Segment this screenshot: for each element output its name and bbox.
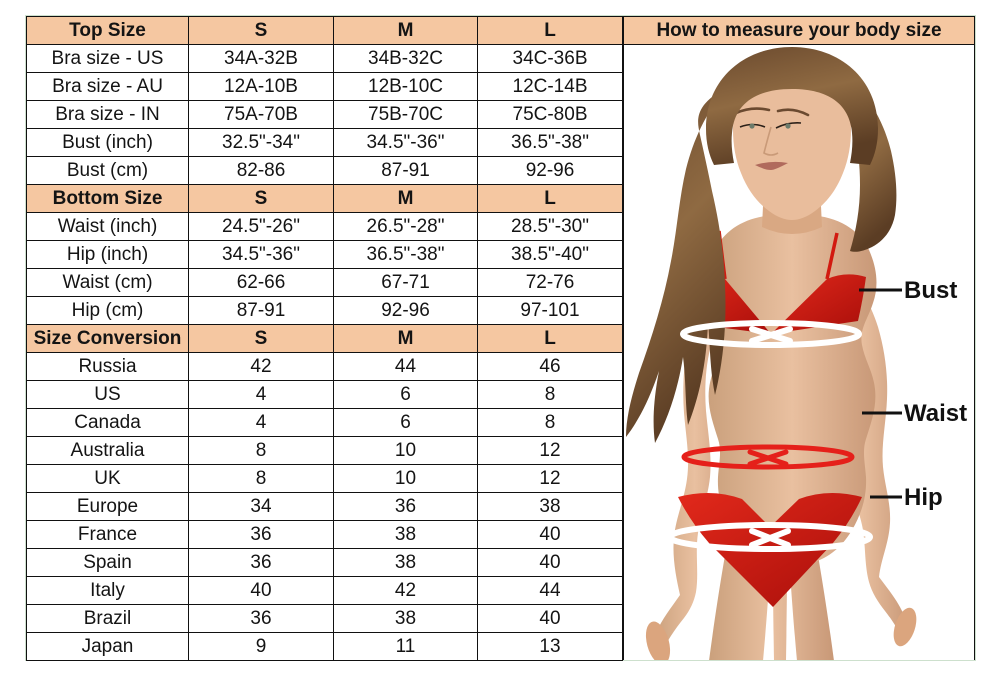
svg-text:Waist: Waist bbox=[904, 400, 967, 427]
svg-text:Hip: Hip bbox=[904, 484, 943, 511]
svg-text:Bust: Bust bbox=[904, 277, 957, 304]
